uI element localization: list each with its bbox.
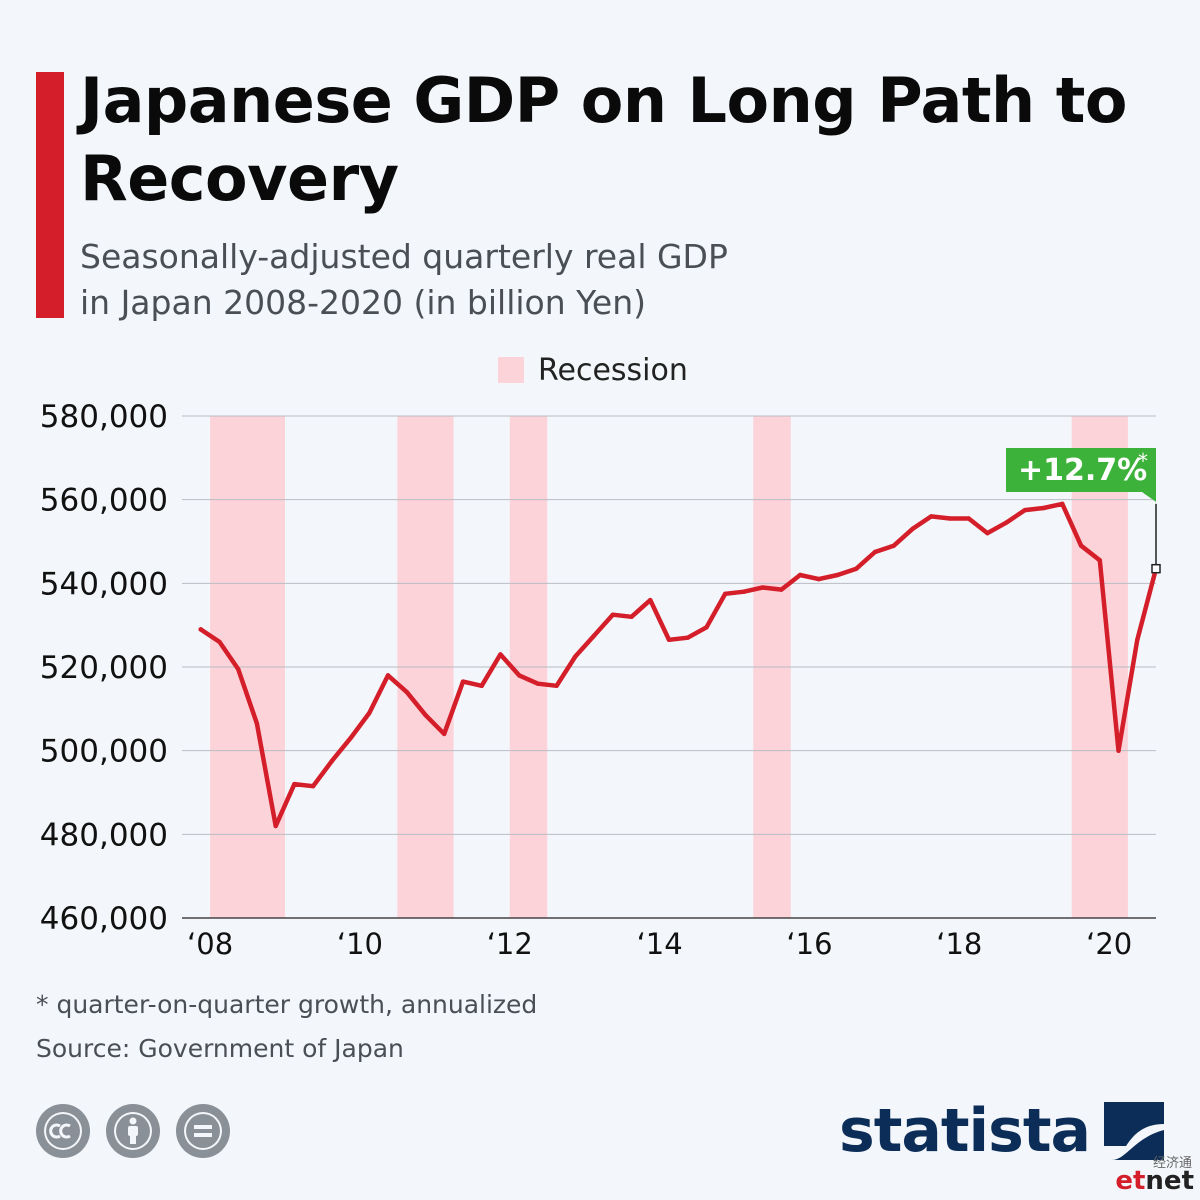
y-tick-label: 520,000 xyxy=(40,650,168,686)
accent-bar xyxy=(36,72,64,318)
data-point-37 xyxy=(891,543,896,548)
legend-label-recession: Recession xyxy=(538,352,688,388)
data-point-24 xyxy=(648,597,653,603)
chart-title: Japanese GDP on Long Path to Recovery xyxy=(80,64,1127,215)
data-point-6 xyxy=(310,784,316,789)
data-point-11 xyxy=(404,689,409,695)
annotation-asterisk: * xyxy=(1138,449,1148,473)
data-point-14 xyxy=(460,679,466,684)
data-point-30 xyxy=(760,585,765,590)
watermark-chinese: 经济通 xyxy=(1152,1156,1192,1171)
recession-swatch xyxy=(498,357,524,383)
data-point-25 xyxy=(666,637,672,643)
data-point-49 xyxy=(1116,748,1121,753)
x-tick-label: ‘18 xyxy=(936,927,982,961)
data-point-15 xyxy=(479,683,484,689)
data-point-28 xyxy=(722,591,728,596)
y-axis-ticks: 460,000 480,000 500,000 520,000 540,000 560,0… xyxy=(40,399,168,937)
data-point-42 xyxy=(985,530,990,536)
data-point-13 xyxy=(442,731,447,737)
data-point-12 xyxy=(423,712,428,718)
y-tick-label: 480,000 xyxy=(40,817,168,853)
x-axis-ticks: ‘08 ‘10 ‘12 ‘14 ‘16 ‘18 ‘20 xyxy=(187,927,1132,961)
chart-subtitle: Seasonally-adjusted quarterly real GDP i… xyxy=(80,234,1080,326)
watermark-et: et xyxy=(1115,1166,1146,1196)
data-point-47 xyxy=(1078,543,1084,548)
no-derivatives-icon[interactable] xyxy=(176,1104,230,1158)
cc-icon[interactable] xyxy=(36,1104,90,1158)
data-point-38 xyxy=(910,526,915,532)
gdp-line-chart: 460,000 480,000 500,000 520,000 540,000 560,0… xyxy=(40,399,1161,961)
y-tick-label: 460,000 xyxy=(40,901,168,937)
data-point-40 xyxy=(947,516,953,521)
data-point-29 xyxy=(741,589,747,594)
annotation-label: +12.7% xyxy=(1018,453,1147,488)
data-point-26 xyxy=(685,635,690,640)
subtitle-line-1: Seasonally-adjusted quarterly real GDP xyxy=(80,237,728,276)
annotation-pointer xyxy=(1142,492,1156,502)
data-point-18 xyxy=(535,681,541,686)
data-point-39 xyxy=(929,514,934,519)
grid-lines xyxy=(182,415,1156,919)
annotation-badge xyxy=(1006,448,1156,492)
data-point-4 xyxy=(273,823,278,829)
footnote: * quarter-on-quarter growth, annualized xyxy=(36,990,538,1019)
data-point-23 xyxy=(629,614,634,619)
data-point-16 xyxy=(498,652,503,657)
data-point-31 xyxy=(779,587,784,592)
data-point-5 xyxy=(292,781,297,787)
y-tick-label: 580,000 xyxy=(40,399,168,435)
data-point-19 xyxy=(554,683,559,689)
data-point-27 xyxy=(704,625,709,630)
data-point-10 xyxy=(385,673,391,678)
data-point-48 xyxy=(1097,558,1103,563)
x-tick-label: ‘08 xyxy=(187,927,233,961)
data-point-7 xyxy=(329,758,335,764)
gdp-series-line xyxy=(198,501,1159,829)
data-point-46 xyxy=(1060,501,1065,507)
attribution-icon[interactable] xyxy=(106,1104,160,1158)
source-note: Source: Government of Japan xyxy=(36,1034,404,1063)
data-point-3 xyxy=(254,721,260,726)
data-point-2 xyxy=(235,666,241,672)
data-point-9 xyxy=(367,710,372,716)
data-point-21 xyxy=(591,633,597,638)
data-point-1 xyxy=(217,639,222,645)
data-point-20 xyxy=(573,654,578,659)
data-point-35 xyxy=(854,566,859,571)
data-point-32 xyxy=(797,572,803,578)
statista-brand[interactable]: statista xyxy=(839,1096,1164,1166)
data-point-17 xyxy=(516,673,522,678)
y-tick-label: 500,000 xyxy=(40,734,168,770)
growth-annotation: +12.7%* xyxy=(1006,448,1161,574)
x-tick-label: ‘14 xyxy=(637,927,683,961)
watermark-etnet: etnet xyxy=(1115,1166,1194,1196)
brand-name: statista xyxy=(838,1096,1091,1166)
data-point-34 xyxy=(835,572,840,578)
x-tick-label: ‘10 xyxy=(337,927,383,961)
subtitle-line-2: in Japan 2008-2020 (in billion Yen) xyxy=(80,283,646,322)
y-tick-label: 540,000 xyxy=(40,566,168,602)
license-icons xyxy=(36,1104,230,1158)
y-tick-label: 560,000 xyxy=(40,483,168,519)
data-point-22 xyxy=(610,612,616,617)
data-point-33 xyxy=(816,576,822,582)
data-point-44 xyxy=(1022,507,1028,513)
series-layer xyxy=(198,501,1159,829)
x-tick-label: ‘20 xyxy=(1086,927,1132,961)
statista-logo-icon xyxy=(1104,1102,1164,1160)
watermark-net: net xyxy=(1145,1166,1194,1196)
annotation-endpoint xyxy=(1151,563,1161,574)
data-point-8 xyxy=(348,735,353,741)
x-tick-label: ‘12 xyxy=(487,927,533,961)
data-point-45 xyxy=(1041,505,1046,511)
chart-legend: Recession xyxy=(498,352,688,388)
data-point-41 xyxy=(966,516,971,521)
data-point-36 xyxy=(872,549,878,555)
data-point-50 xyxy=(1135,637,1140,643)
x-tick-label: ‘16 xyxy=(786,927,832,961)
data-point-43 xyxy=(1003,520,1009,525)
data-point-0 xyxy=(198,627,203,632)
